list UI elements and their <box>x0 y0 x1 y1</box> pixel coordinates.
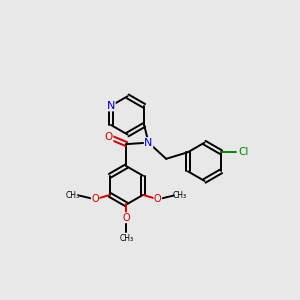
Text: Cl: Cl <box>238 147 248 157</box>
Text: CH₃: CH₃ <box>119 234 134 243</box>
Text: CH₃: CH₃ <box>173 191 187 200</box>
Text: N: N <box>144 138 153 148</box>
Text: O: O <box>154 194 162 204</box>
Text: N: N <box>107 101 115 111</box>
Text: CH₃: CH₃ <box>66 191 80 200</box>
Text: O: O <box>123 213 130 223</box>
Text: O: O <box>105 132 113 142</box>
Text: O: O <box>91 194 99 204</box>
